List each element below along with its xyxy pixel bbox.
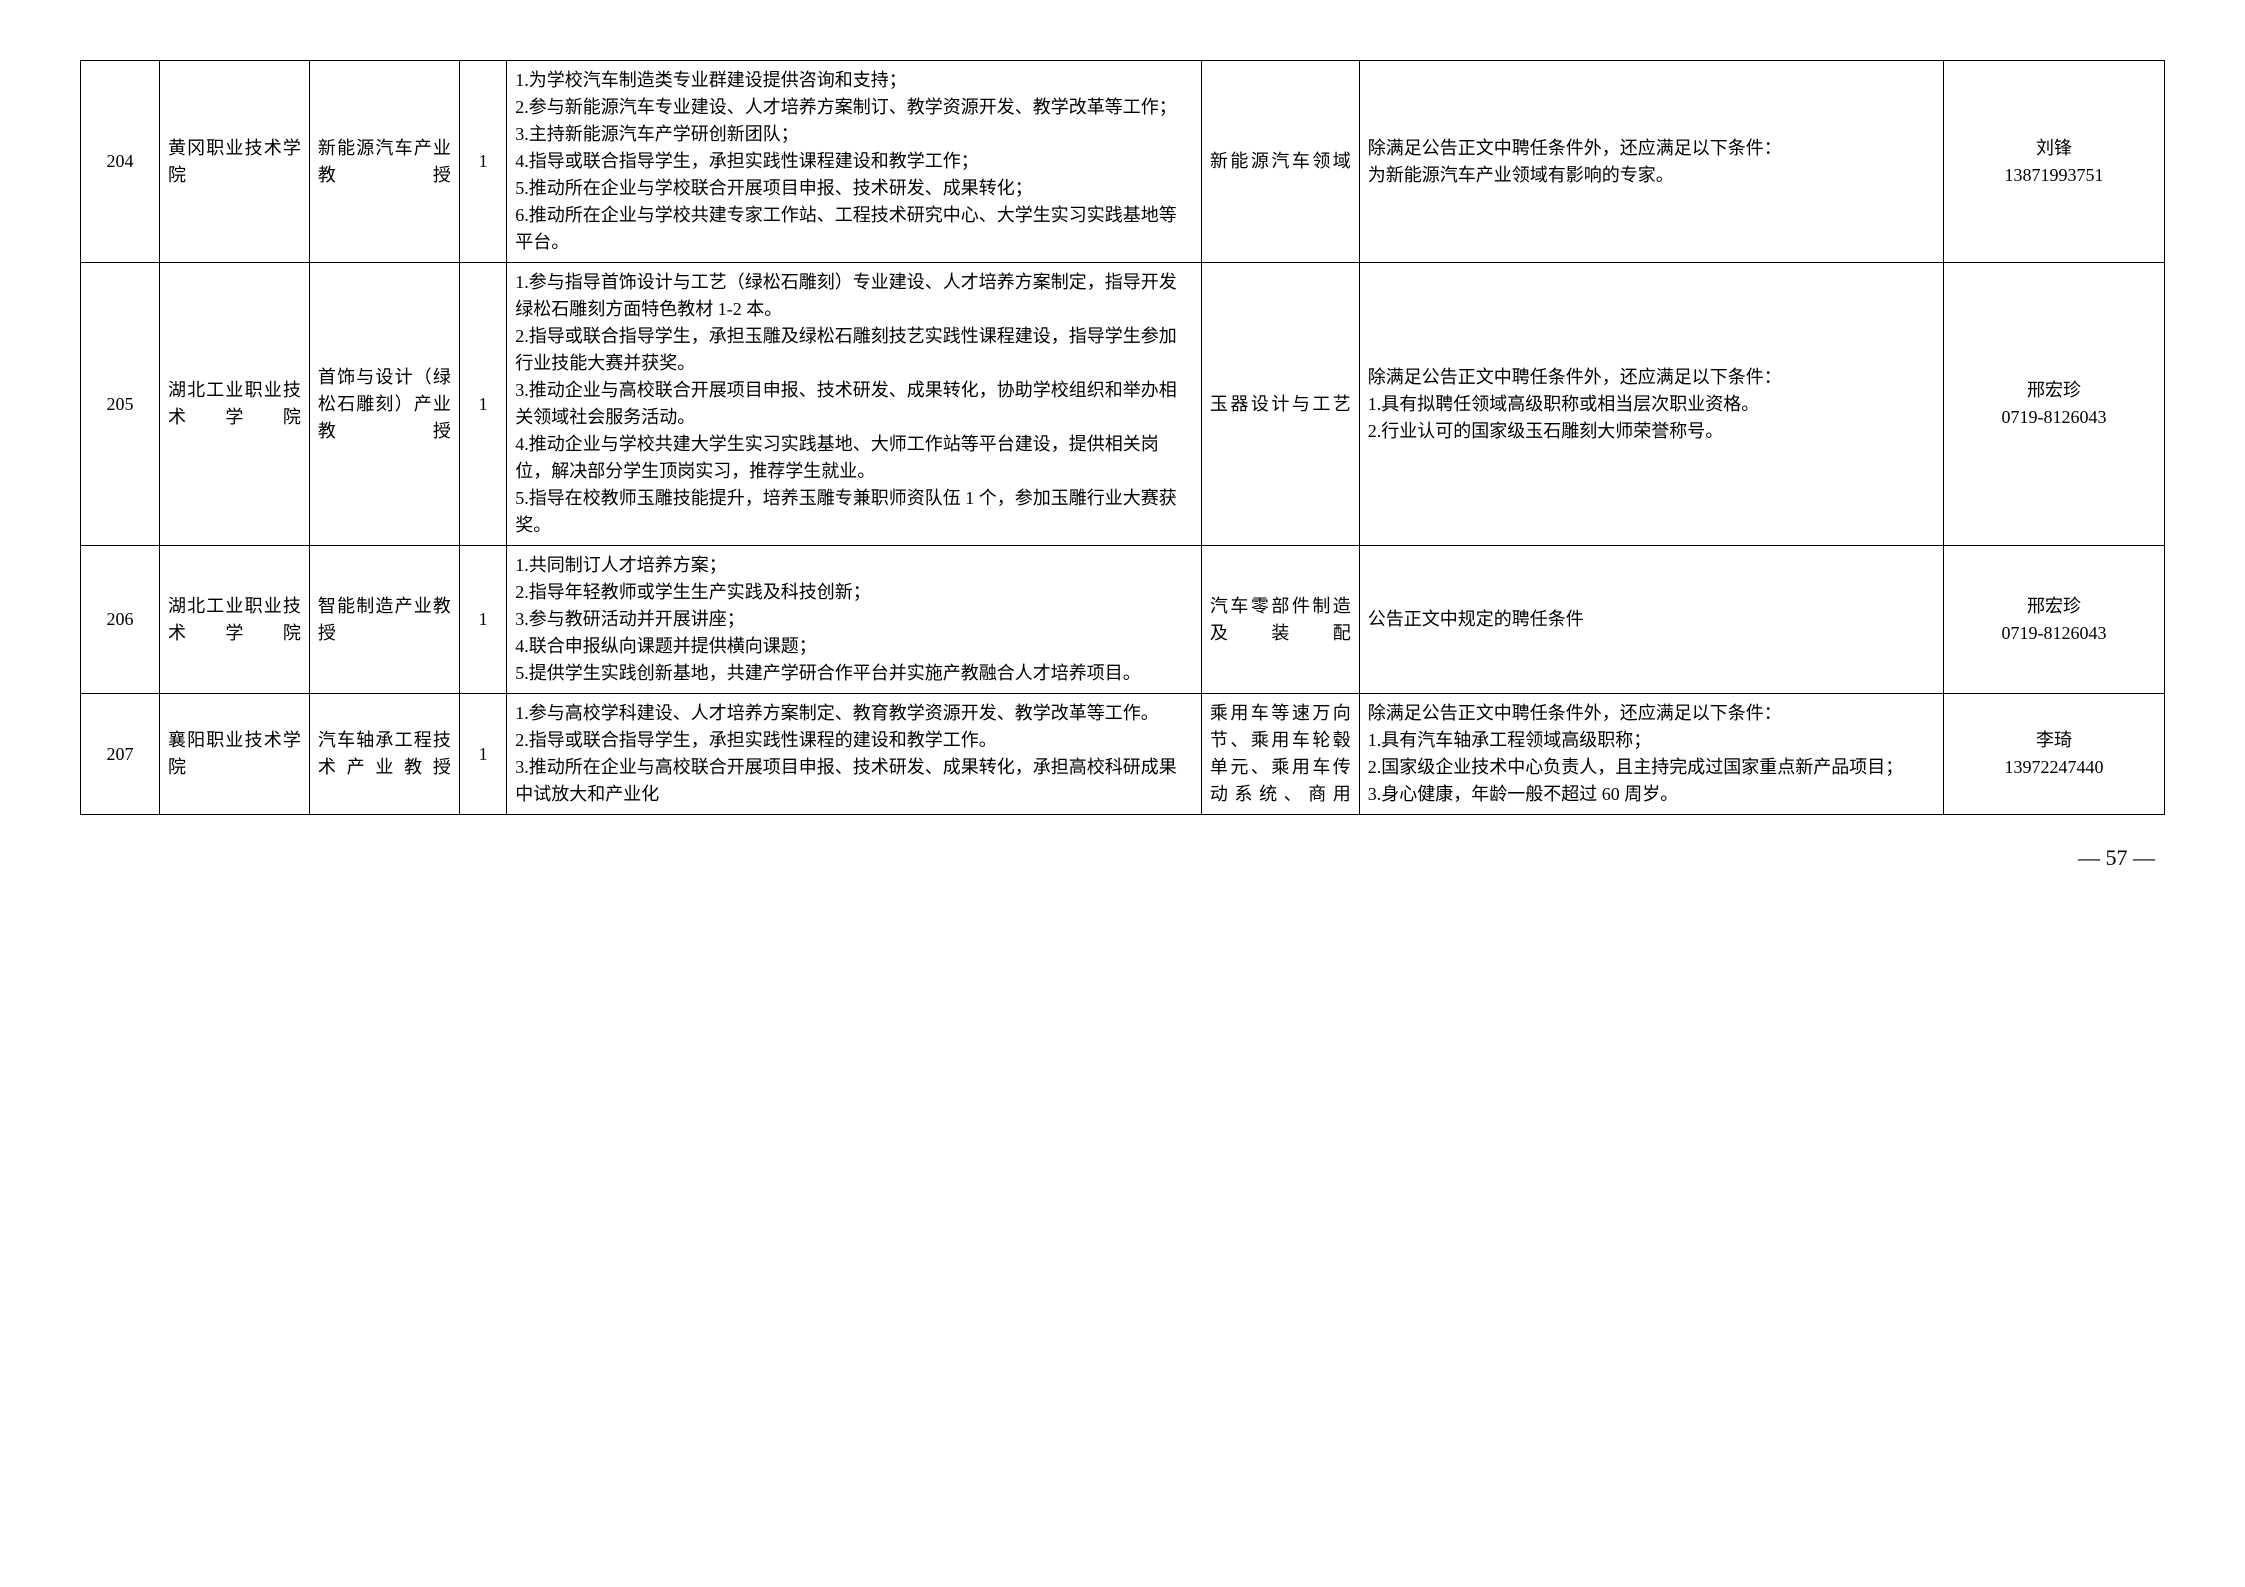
cell-school: 湖北工业职业技术学院 — [159, 546, 309, 694]
cell-field: 玉器设计与工艺 — [1201, 263, 1359, 546]
cell-title: 汽车轴承工程技术产业教授 — [309, 694, 459, 815]
cell-num: 205 — [81, 263, 160, 546]
cell-req: 除满足公告正文中聘任条件外，还应满足以下条件： 1.具有汽车轴承工程领域高级职称… — [1359, 694, 1943, 815]
page-number: — 57 — — [80, 845, 2165, 871]
table-row: 205湖北工业职业技术学院首饰与设计（绿松石雕刻）产业教授11.参与指导首饰设计… — [81, 263, 2165, 546]
cell-contact: 邢宏珍 0719-8126043 — [1943, 263, 2164, 546]
cell-title: 智能制造产业教授 — [309, 546, 459, 694]
table-row: 204黄冈职业技术学院新能源汽车产业教授11.为学校汽车制造类专业群建设提供咨询… — [81, 61, 2165, 263]
cell-duty: 1.参与指导首饰设计与工艺（绿松石雕刻）专业建设、人才培养方案制定，指导开发绿松… — [507, 263, 1202, 546]
cell-req: 除满足公告正文中聘任条件外，还应满足以下条件： 1.具有拟聘任领域高级职称或相当… — [1359, 263, 1943, 546]
cell-contact: 刘锋 13871993751 — [1943, 61, 2164, 263]
cell-duty: 1.为学校汽车制造类专业群建设提供咨询和支持； 2.参与新能源汽车专业建设、人才… — [507, 61, 1202, 263]
cell-school: 黄冈职业技术学院 — [159, 61, 309, 263]
cell-req: 除满足公告正文中聘任条件外，还应满足以下条件： 为新能源汽车产业领域有影响的专家… — [1359, 61, 1943, 263]
cell-num: 206 — [81, 546, 160, 694]
table-row: 206湖北工业职业技术学院智能制造产业教授11.共同制订人才培养方案； 2.指导… — [81, 546, 2165, 694]
cell-count: 1 — [459, 61, 506, 263]
cell-title: 新能源汽车产业教授 — [309, 61, 459, 263]
cell-contact: 邢宏珍 0719-8126043 — [1943, 546, 2164, 694]
cell-field: 汽车零部件制造及装配 — [1201, 546, 1359, 694]
cell-title: 首饰与设计（绿松石雕刻）产业教授 — [309, 263, 459, 546]
cell-req: 公告正文中规定的聘任条件 — [1359, 546, 1943, 694]
cell-num: 207 — [81, 694, 160, 815]
table-row: 207襄阳职业技术学院汽车轴承工程技术产业教授11.参与高校学科建设、人才培养方… — [81, 694, 2165, 815]
recruitment-table: 204黄冈职业技术学院新能源汽车产业教授11.为学校汽车制造类专业群建设提供咨询… — [80, 60, 2165, 815]
cell-duty: 1.参与高校学科建设、人才培养方案制定、教育教学资源开发、教学改革等工作。 2.… — [507, 694, 1202, 815]
cell-count: 1 — [459, 263, 506, 546]
cell-field: 新能源汽车领域 — [1201, 61, 1359, 263]
cell-duty: 1.共同制订人才培养方案； 2.指导年轻教师或学生生产实践及科技创新； 3.参与… — [507, 546, 1202, 694]
cell-count: 1 — [459, 694, 506, 815]
cell-school: 湖北工业职业技术学院 — [159, 263, 309, 546]
cell-contact: 李琦 13972247440 — [1943, 694, 2164, 815]
cell-school: 襄阳职业技术学院 — [159, 694, 309, 815]
cell-count: 1 — [459, 546, 506, 694]
cell-field: 乘用车等速万向节、乘用车轮毂单元、乘用车传动系统、商用 — [1201, 694, 1359, 815]
cell-num: 204 — [81, 61, 160, 263]
